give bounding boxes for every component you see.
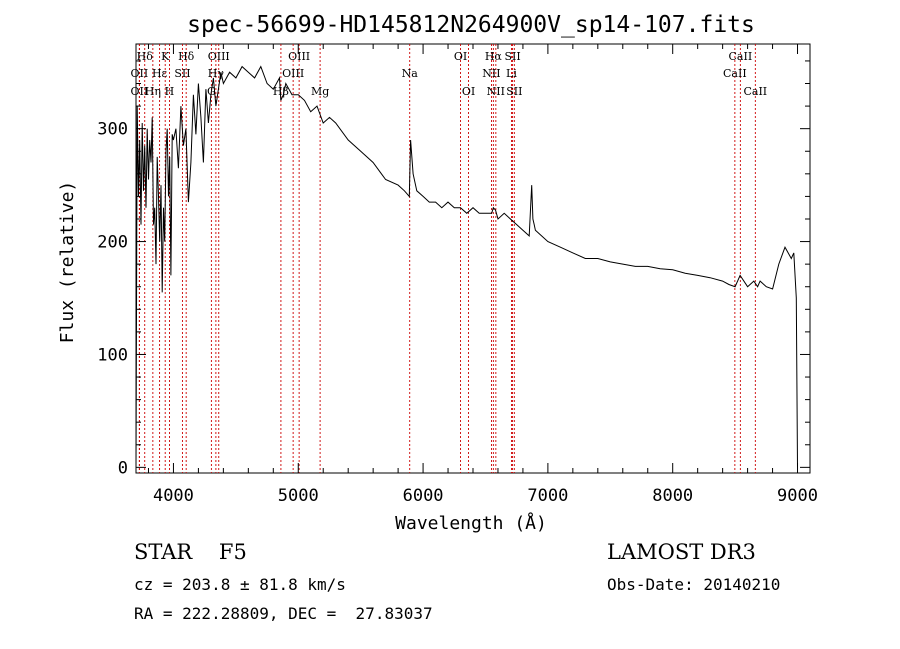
x-tick-label: 9000 [777,486,818,506]
x-tick-label: 8000 [652,486,693,506]
chart-title: spec-56699-HD145812N264900V_sp14-107.fit… [187,12,755,38]
line-label: SII [504,50,520,63]
plot-frame [135,43,811,474]
line-label: Hε [152,67,168,80]
line-label: K [161,50,170,63]
obs-date: Obs-Date: 20140210 [607,575,781,594]
y-tick-label: 300 [97,120,128,140]
survey-name: LAMOST DR3 [607,540,756,564]
line-label: OII [131,67,149,80]
y-axis: 0 100 200 300 [97,60,810,478]
line-label: Li [506,67,517,80]
x-tick-label: 4000 [153,486,194,506]
line-label: SII [174,67,190,80]
line-label: OI [462,85,475,98]
line-label: Hα [485,50,503,63]
line-label: NII [487,85,505,98]
x-axis: 4000 5000 6000 7000 8000 9000 [147,44,818,506]
spectrum-line [135,65,798,468]
line-label: Na [402,67,419,80]
x-tick-label: 7000 [527,486,568,506]
line-label: SII [506,85,522,98]
line-label: CaII [743,85,767,98]
emission-line-markers [138,44,756,473]
line-label: Mg [311,85,329,98]
y-axis-label: Flux (relative) [57,181,78,344]
line-label: Hη [145,85,161,98]
line-label: Hδ [178,50,195,63]
coordinates: RA = 222.28809, DEC = 27.83037 [134,604,433,623]
line-label: OIII [282,67,304,80]
line-label: CaII [723,67,747,80]
line-label: H [165,85,175,98]
line-label: NII [482,67,500,80]
line-label: CaII [729,50,753,63]
star-class: STAR F5 [134,540,247,564]
redshift-readout: cz = 203.8 ± 81.8 km/s [134,575,346,594]
x-tick-label: 5000 [278,486,319,506]
y-tick-label: 100 [97,345,128,365]
line-label: Hδ [137,50,154,63]
y-tick-label: 0 [118,458,128,478]
line-label: OIII [288,50,310,63]
line-label: OII [131,85,149,98]
x-axis-label: Wavelength (Å) [395,512,547,534]
line-label: OI [454,50,467,63]
line-label: OIII [208,50,230,63]
x-tick-label: 6000 [403,486,444,506]
y-tick-label: 200 [97,233,128,253]
